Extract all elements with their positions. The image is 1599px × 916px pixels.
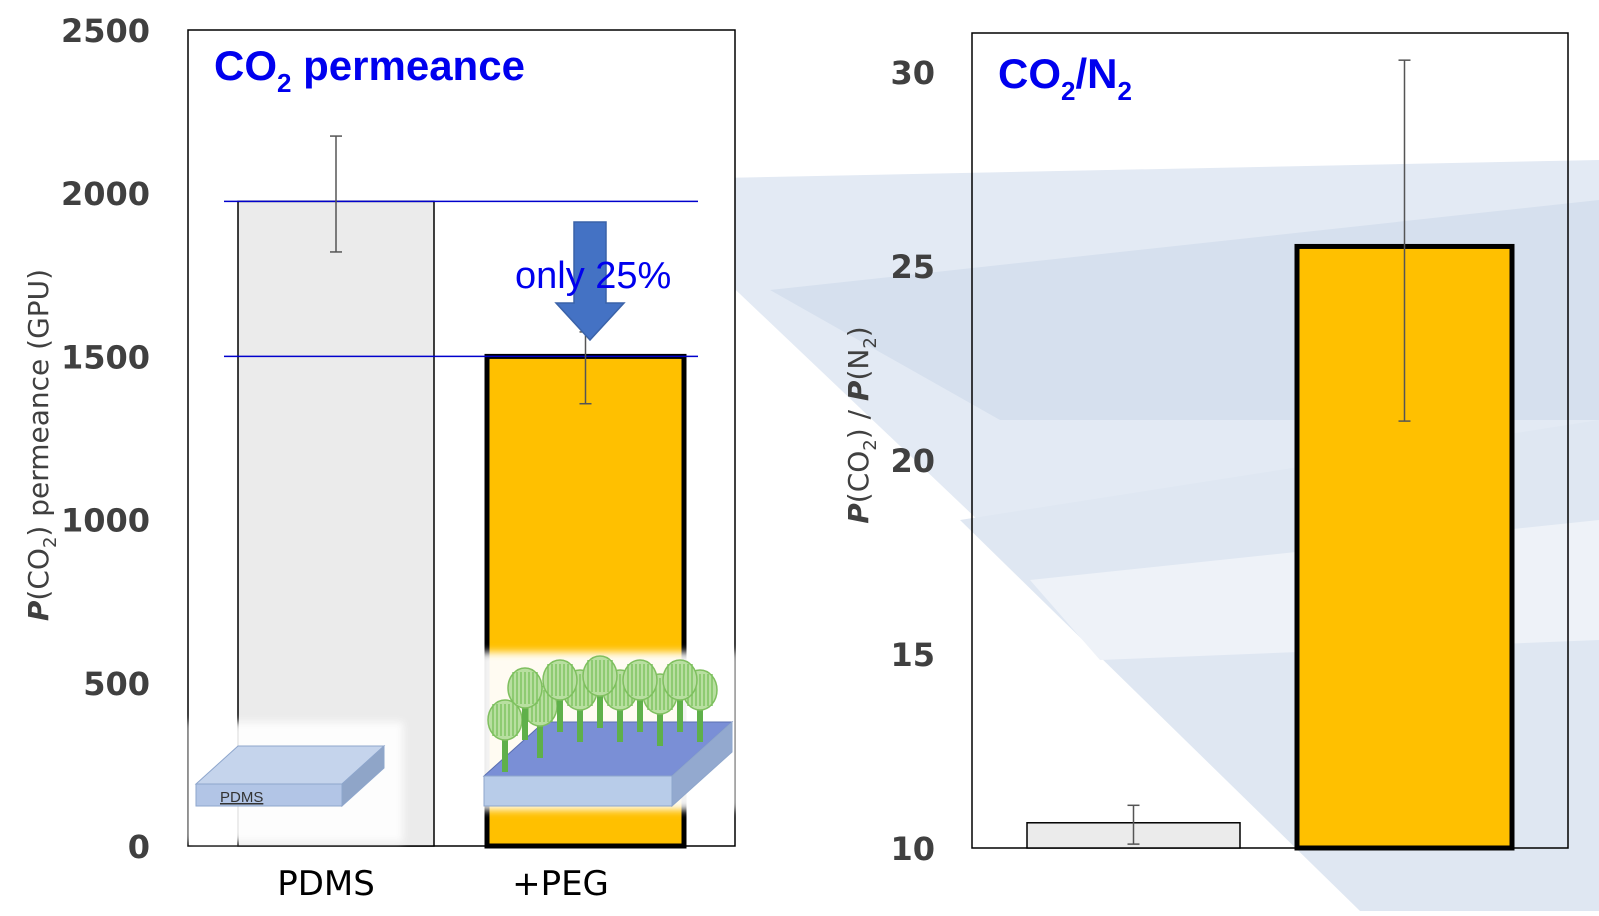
peg-chain [542, 659, 578, 732]
y-tick-labels: 10 15 20 25 30 [890, 54, 935, 868]
error-bar [1127, 804, 1140, 845]
y-tick-label: 1500 [61, 338, 150, 376]
y-tick-labels: 0 500 1000 1500 2000 2500 [61, 12, 150, 866]
y-tick-label: 15 [890, 636, 935, 674]
x-tick-labels: PDMS +PEG [277, 864, 609, 904]
y-axis-label: P(CO2) permeance (GPU) [22, 269, 61, 621]
down-arrow-icon [554, 221, 626, 342]
peg-chain [622, 659, 658, 732]
chart-title: CO2/N2 [998, 50, 1132, 106]
y-tick-label: 0 [128, 828, 150, 866]
y-tick-label: 1000 [61, 502, 150, 540]
reference-lines [224, 200, 698, 358]
x-tick-label: +PEG [512, 864, 609, 904]
error-bars [330, 135, 592, 405]
y-tick-label: 2500 [61, 12, 150, 50]
reduction-annotation: only 25% [515, 255, 671, 297]
peg-chains [487, 655, 718, 772]
y-tick-label: 500 [83, 665, 150, 703]
y-tick-label: 20 [890, 442, 935, 480]
error-bars [1127, 59, 1411, 845]
chart-permeance: 0 500 1000 1500 2000 2500 P(CO2) permeance (G… [22, 12, 736, 904]
peg-chain [662, 659, 698, 732]
chart-selectivity: 10 15 20 25 30 P(CO2) / P(N2) CO2/N2 [842, 32, 1569, 868]
peg-chain [582, 655, 618, 728]
inset-label: PDMS [220, 789, 263, 806]
y-tick-label: 2000 [61, 175, 150, 213]
y-tick-label: 25 [890, 248, 935, 286]
peg-chain [487, 699, 523, 772]
y-axis-label: P(CO2) / P(N2) [842, 326, 881, 523]
pdms-membrane-illustration: PDMS [188, 722, 403, 842]
peg-chain [507, 667, 543, 740]
y-tick-label: 10 [890, 830, 935, 868]
chart-title: CO2 permeance [214, 42, 525, 98]
error-bar [330, 135, 342, 253]
plot-frame [971, 32, 1569, 849]
y-tick-label: 30 [890, 54, 935, 92]
error-bar [1398, 59, 1411, 422]
x-tick-label: PDMS [277, 864, 375, 904]
peg-brush-illustration [478, 652, 736, 810]
